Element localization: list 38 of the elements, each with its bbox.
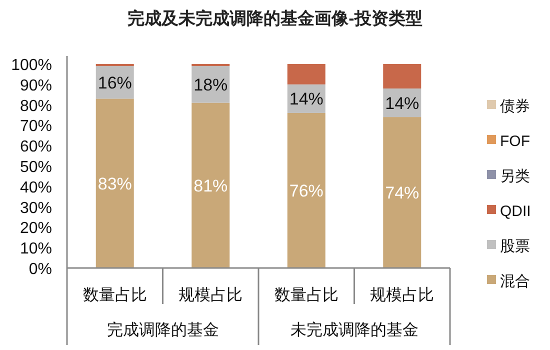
data-label: 74% bbox=[385, 184, 420, 203]
data-label: 83% bbox=[98, 174, 132, 194]
y-tick-label: 50% bbox=[20, 159, 52, 176]
data-label: 14% bbox=[289, 90, 324, 109]
data-label: 76% bbox=[289, 181, 324, 200]
y-tick-label: 100% bbox=[11, 57, 52, 74]
y-tick-label: 70% bbox=[20, 118, 52, 136]
bar bbox=[383, 64, 422, 88]
y-tick-label: 80% bbox=[20, 98, 52, 115]
data-label: 81% bbox=[194, 176, 228, 196]
legend-label: 债券 bbox=[500, 98, 530, 115]
data-label: 18% bbox=[194, 75, 228, 94]
x-tick-label: 数量占比 bbox=[274, 286, 338, 304]
bar bbox=[96, 98, 134, 268]
bar bbox=[383, 117, 422, 268]
bar bbox=[287, 112, 326, 268]
bar bbox=[192, 102, 230, 268]
bar bbox=[287, 64, 326, 84]
chart-title: 完成及未完成调降的基金画像-投资类型 bbox=[128, 9, 422, 28]
data-label: 16% bbox=[98, 73, 132, 92]
x-tick-label: 数量占比 bbox=[82, 286, 147, 304]
y-tick-label: 10% bbox=[20, 240, 52, 258]
legend-label: QDII bbox=[500, 203, 531, 220]
x-tick-label: 规模占比 bbox=[178, 286, 243, 304]
y-tick-label: 40% bbox=[20, 179, 52, 196]
legend-label: FOF bbox=[500, 133, 530, 150]
y-tick-label: 60% bbox=[20, 138, 52, 156]
data-label: 14% bbox=[385, 94, 420, 113]
text: 未完成调降的基金 bbox=[290, 321, 418, 339]
y-tick-label: 20% bbox=[20, 220, 52, 238]
y-tick-label: 0% bbox=[28, 261, 52, 278]
x-tick-label: 规模占比 bbox=[370, 286, 434, 304]
text: 完成调降的基金 bbox=[106, 321, 219, 339]
legend-label: 另类 bbox=[500, 168, 530, 185]
y-tick-label: 30% bbox=[20, 200, 52, 217]
legend-label: 混合 bbox=[500, 273, 530, 290]
legend-label: 股票 bbox=[500, 238, 530, 255]
y-tick-label: 90% bbox=[20, 77, 52, 94]
